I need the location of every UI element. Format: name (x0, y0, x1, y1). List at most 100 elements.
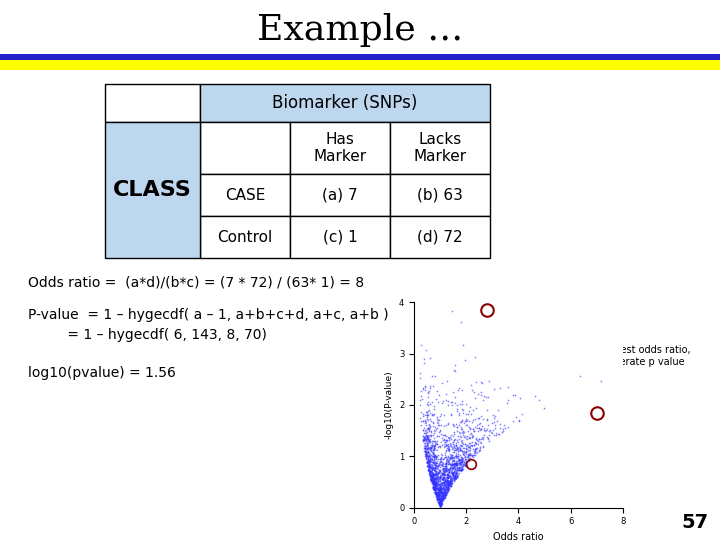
Point (462, 449, 474, 458)
Point (448, 462, 459, 470)
Point (450, 470, 462, 479)
Point (453, 442, 464, 451)
Point (454, 429, 466, 437)
Point (444, 471, 456, 480)
Point (430, 487, 441, 496)
Point (424, 354, 436, 362)
Point (441, 490, 452, 498)
Point (427, 477, 438, 486)
Point (427, 419, 438, 428)
Point (464, 439, 476, 448)
Point (434, 460, 446, 468)
Point (434, 484, 446, 492)
Point (424, 443, 436, 451)
Point (451, 461, 463, 469)
Point (440, 477, 451, 485)
Point (487, 418, 499, 427)
Point (446, 477, 457, 485)
Point (431, 424, 442, 433)
Point (443, 477, 454, 486)
Point (431, 480, 442, 488)
Point (441, 453, 452, 461)
Point (446, 453, 457, 462)
Point (458, 458, 469, 467)
Point (431, 489, 442, 497)
Point (436, 497, 447, 505)
Point (422, 457, 433, 465)
Point (448, 474, 459, 483)
Point (424, 453, 436, 462)
Point (456, 465, 468, 474)
Point (459, 448, 470, 457)
Point (444, 478, 456, 487)
Point (438, 474, 449, 482)
Point (424, 469, 436, 477)
Point (433, 483, 444, 491)
Point (429, 467, 441, 476)
Point (492, 429, 504, 438)
Point (418, 433, 430, 442)
Point (443, 480, 454, 489)
Point (448, 453, 459, 461)
Point (440, 488, 451, 497)
Point (494, 383, 505, 392)
Point (434, 488, 446, 497)
Point (426, 474, 437, 482)
Point (432, 461, 444, 470)
Point (451, 404, 463, 413)
Point (438, 473, 450, 482)
Point (427, 468, 438, 477)
Point (449, 471, 461, 480)
Point (493, 430, 505, 438)
Point (462, 416, 473, 424)
Point (426, 476, 437, 485)
Point (424, 472, 436, 481)
Point (498, 421, 510, 430)
Point (444, 481, 455, 490)
Point (430, 438, 441, 447)
Point (456, 453, 467, 461)
Point (422, 415, 433, 424)
Point (431, 492, 443, 501)
Point (444, 481, 456, 490)
Point (427, 477, 438, 485)
Point (436, 498, 447, 507)
Point (415, 374, 426, 382)
Point (428, 483, 440, 492)
Point (423, 449, 435, 458)
Point (440, 464, 451, 472)
Bar (105, 84, 200, 122)
Point (473, 447, 485, 456)
Point (432, 485, 444, 494)
Point (436, 460, 448, 468)
Point (453, 444, 464, 453)
Point (431, 489, 442, 498)
Point (435, 483, 446, 491)
Point (453, 466, 464, 475)
Point (440, 421, 451, 430)
Point (486, 418, 498, 427)
Point (438, 493, 450, 502)
Point (428, 479, 440, 488)
Point (433, 498, 445, 507)
Point (427, 481, 438, 489)
Point (454, 446, 466, 454)
Point (437, 494, 449, 503)
Point (431, 440, 443, 449)
Point (438, 485, 449, 494)
Point (488, 414, 500, 423)
Point (440, 484, 451, 493)
Point (426, 474, 437, 483)
Point (430, 483, 441, 492)
Point (427, 477, 438, 486)
Point (426, 439, 437, 448)
Point (428, 434, 440, 443)
Point (482, 425, 493, 434)
Point (418, 429, 430, 438)
Point (496, 428, 508, 436)
Point (474, 418, 486, 427)
Point (444, 481, 455, 489)
Point (422, 462, 433, 471)
Point (444, 471, 456, 480)
Point (433, 494, 444, 503)
